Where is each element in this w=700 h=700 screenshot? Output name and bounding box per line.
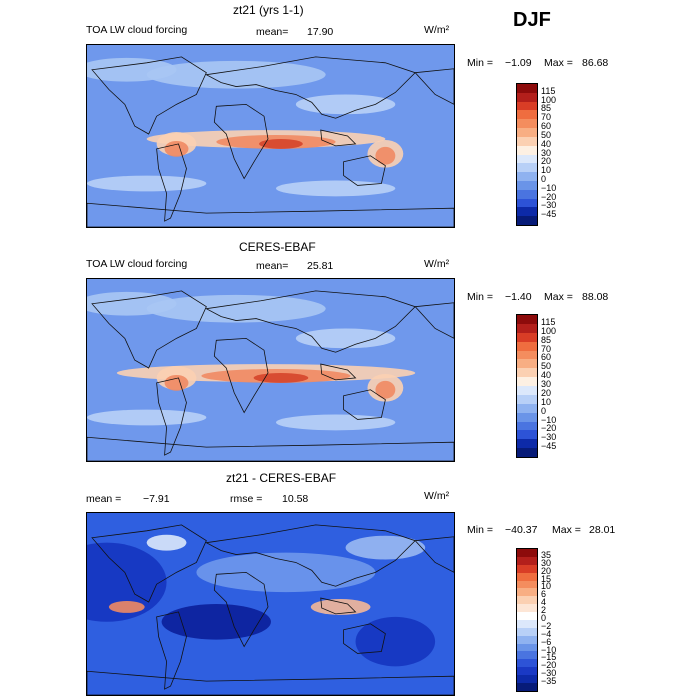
colorbar-tick-label: 50 (541, 129, 552, 140)
colorbar-tick-label: −45 (541, 209, 557, 220)
colorbar-tick-label: 85 (541, 103, 552, 114)
colorbar-tick-label: 2 (541, 605, 547, 616)
min-value: −1.09 (505, 57, 532, 69)
max-value: 88.08 (582, 291, 609, 303)
colorbar-tick-label: 20 (541, 387, 552, 398)
panel-title: CERES-EBAF (239, 240, 316, 254)
min-label: Min = (467, 57, 493, 69)
colorbar-tick-label: −35 (541, 676, 557, 687)
colorbar-tick-label: −45 (541, 441, 557, 452)
variable-label: TOA LW cloud forcing (86, 258, 188, 270)
colorbar-tick-label: 115 (541, 316, 556, 327)
colorbar-tick-label: 10 (541, 165, 552, 176)
max-label: Max = (544, 291, 573, 303)
min-value: −40.37 (505, 524, 538, 536)
mean-label: mean= (256, 260, 289, 272)
colorbar-tick-label: 100 (541, 325, 557, 336)
colorbar-tick-label: −6 (541, 636, 552, 647)
colorbar (516, 548, 538, 692)
max-value: 28.01 (589, 524, 616, 536)
colorbar-tick-label: −20 (541, 660, 557, 671)
variable-label: TOA LW cloud forcing (86, 24, 188, 36)
colorbar-tick-label: 0 (541, 405, 547, 416)
colorbar-tick-label: 6 (541, 589, 547, 600)
colorbar-tick-label: −4 (541, 628, 552, 639)
colorbar-tick-label: 30 (541, 379, 552, 389)
colorbar-tick-label: −10 (541, 182, 557, 193)
map-difference (86, 512, 455, 696)
colorbar-tick-label: 70 (541, 343, 552, 354)
colorbar-tick-label: −10 (541, 414, 557, 425)
colorbar-tick-label: −20 (541, 423, 557, 434)
mean-value: 17.90 (307, 26, 334, 38)
colorbar-tick-label: 20 (541, 156, 552, 167)
colorbar-tick-label: 115 (541, 85, 556, 96)
min-label: Min = (467, 524, 493, 536)
unit-label: W/m² (424, 490, 450, 502)
mean-value: −7.91 (143, 493, 170, 505)
colorbar-tick-label: −30 (541, 668, 557, 679)
colorbar-tick-label: 50 (541, 361, 552, 372)
max-label: Max = (552, 524, 581, 536)
unit-label: W/m² (424, 258, 450, 270)
colorbar (516, 314, 538, 458)
colorbar-tick-label: −30 (541, 200, 557, 211)
unit-label: W/m² (424, 24, 450, 36)
mean-label: mean = (86, 493, 122, 505)
min-value: −1.40 (505, 291, 532, 303)
colorbar-tick-label: 60 (541, 352, 552, 363)
colorbar-tick-label: 60 (541, 121, 552, 132)
max-label: Max = (544, 57, 573, 69)
colorbar-tick-label: 0 (541, 613, 547, 623)
rmse-label: rmse = (230, 493, 263, 505)
colorbar-tick-label: 35 (541, 549, 552, 560)
colorbar-tick-label: 20 (541, 565, 552, 576)
colorbar-tick-label: 30 (541, 557, 552, 568)
map-observation (86, 278, 455, 462)
mean-value: 25.81 (307, 260, 334, 272)
colorbar-tick-label: 15 (541, 573, 552, 584)
colorbar-tick-label: 10 (541, 396, 552, 407)
mean-label: mean= (256, 26, 289, 38)
map-model (86, 44, 455, 228)
colorbar-tick-label: −30 (541, 432, 557, 443)
colorbar-tick-label: 40 (541, 370, 552, 381)
panel-title: zt21 (yrs 1-1) (233, 3, 304, 17)
colorbar-tick-label: 4 (541, 597, 547, 608)
colorbar-tick-label: 0 (541, 173, 547, 184)
panel-title: zt21 - CERES-EBAF (226, 471, 337, 485)
colorbar-tick-label: −20 (541, 191, 557, 202)
colorbar-tick-label: −10 (541, 644, 557, 655)
colorbar-tick-label: −15 (541, 652, 557, 663)
min-label: Min = (467, 291, 493, 303)
colorbar-tick-label: −2 (541, 620, 552, 631)
colorbar-tick-label: 100 (541, 94, 557, 105)
colorbar-tick-label: 10 (541, 581, 552, 592)
colorbar-tick-label: 30 (541, 147, 552, 158)
rmse-value: 10.58 (282, 493, 309, 505)
colorbar-tick-label: 85 (541, 334, 552, 345)
max-value: 86.68 (582, 57, 609, 69)
colorbar (516, 83, 538, 226)
season-label: DJF (513, 9, 551, 31)
colorbar-tick-label: 70 (541, 112, 552, 123)
colorbar-tick-label: 40 (541, 138, 552, 149)
